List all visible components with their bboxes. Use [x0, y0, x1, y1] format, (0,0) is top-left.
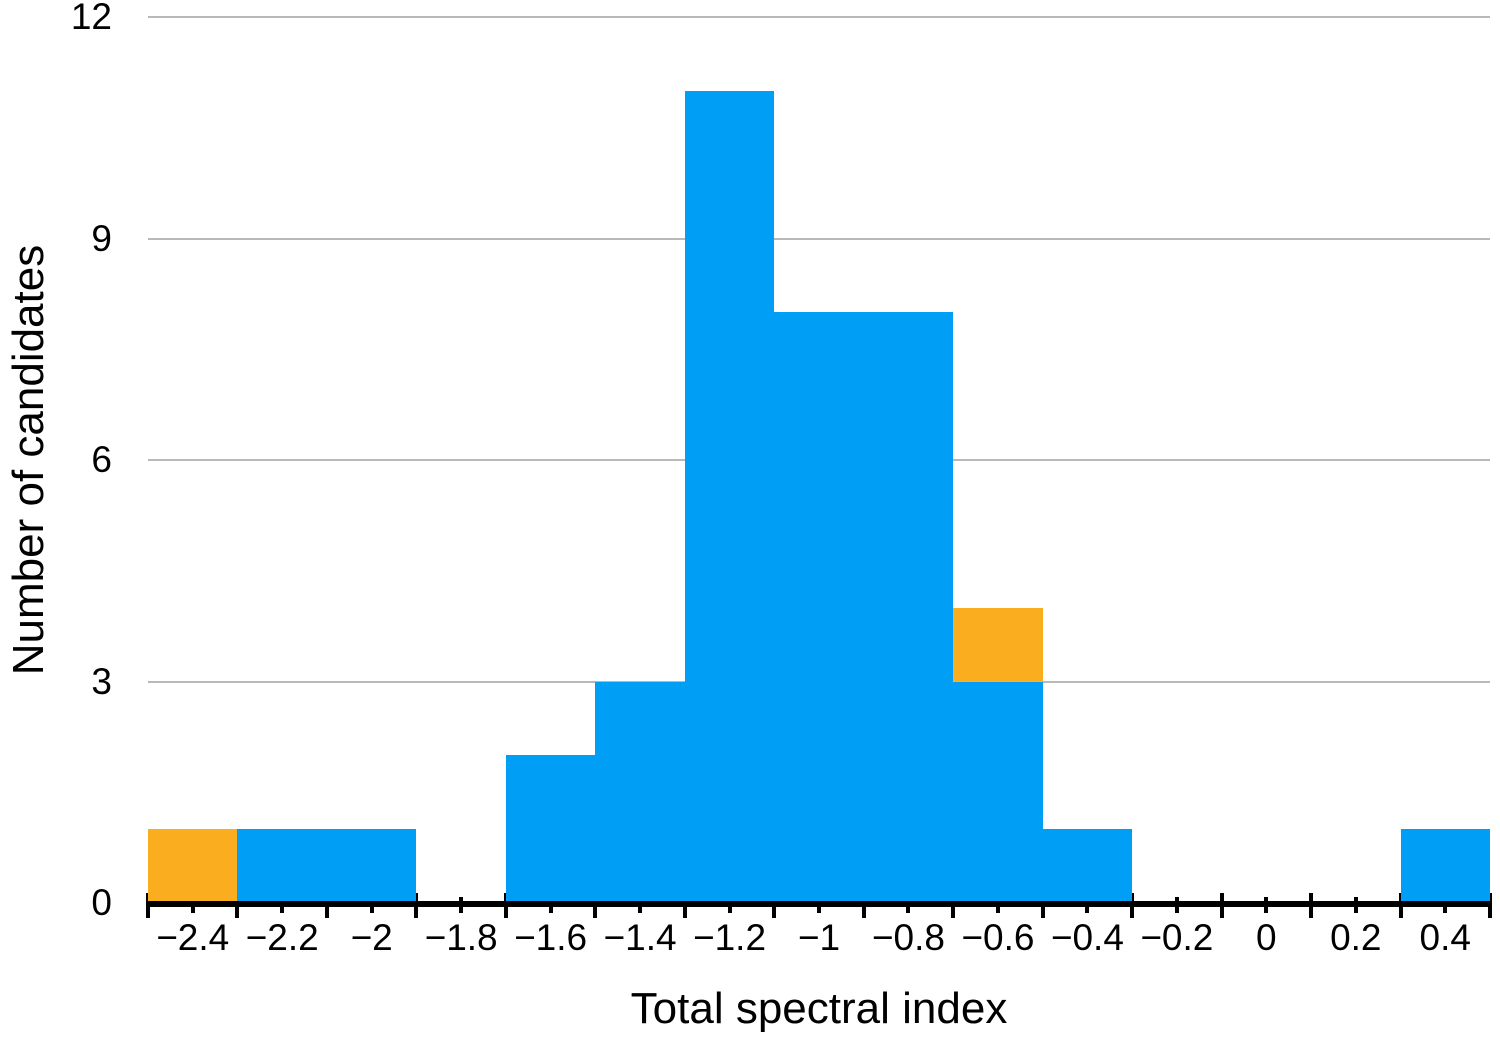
y-axis-tick-label: 6 — [91, 439, 112, 480]
x-axis-title: Total spectral index — [630, 984, 1008, 1033]
x-axis-tick — [1488, 893, 1492, 918]
gridline — [148, 16, 1490, 18]
x-axis-tick-label: 0.4 — [1419, 917, 1471, 958]
bar-segment-blue — [237, 829, 327, 903]
y-axis-tick-label: 9 — [91, 217, 112, 259]
gridline — [148, 237, 1490, 240]
bar-segment-orange — [148, 829, 238, 903]
y-axis-tick-label: 12 — [70, 0, 112, 37]
x-axis-tick-label: −1 — [797, 917, 841, 958]
x-axis-tick-label: −0.4 — [1050, 917, 1124, 958]
x-axis-tick-label: −2 — [350, 917, 393, 958]
x-axis-tick-label: −1.8 — [424, 917, 498, 958]
x-axis-tick-label: −0.8 — [871, 917, 945, 958]
bar-segment-blue — [326, 829, 417, 903]
x-axis-tick-label: −2.2 — [245, 917, 319, 958]
bar-segment-blue — [774, 312, 864, 903]
bar-segment-orange — [953, 607, 1043, 682]
y-axis-tick-label: 0 — [91, 882, 112, 923]
bar-segment-blue — [505, 755, 596, 903]
y-axis-tick-label: 3 — [91, 660, 112, 702]
bar-segment-blue — [1042, 829, 1133, 903]
x-axis-tick-label: 0 — [1256, 917, 1277, 958]
bar-segment-blue — [595, 681, 685, 903]
x-axis-tick-label: −2.4 — [156, 917, 230, 958]
bar-segment-blue — [684, 90, 775, 903]
x-axis-tick-label: −1.2 — [693, 917, 767, 958]
x-axis-tick-label: 0.2 — [1330, 917, 1382, 958]
x-axis-tick-label: −1.6 — [514, 917, 588, 958]
x-axis-tick-label: −1.4 — [603, 917, 677, 958]
bar-segment-blue — [953, 681, 1043, 903]
bar-segment-blue — [863, 312, 954, 903]
bar-segment-blue — [1400, 829, 1490, 903]
x-axis-tick-label: −0.2 — [1140, 917, 1214, 958]
x-axis-tick-label: −0.6 — [961, 917, 1035, 958]
x-axis-line — [148, 901, 1490, 907]
